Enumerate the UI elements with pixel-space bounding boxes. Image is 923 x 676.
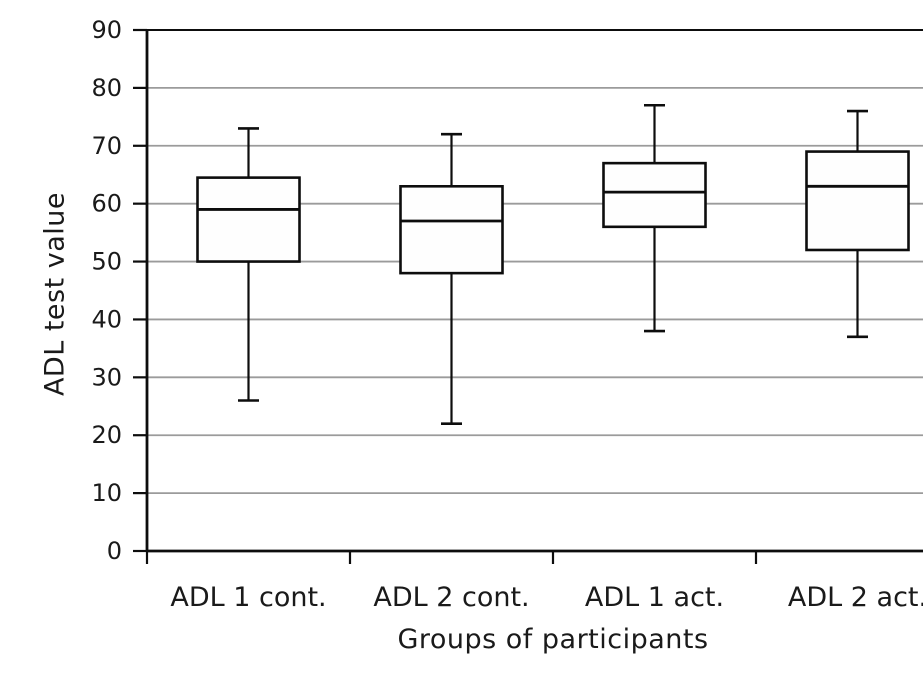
x-category-label-0: ADL 1 cont. <box>170 582 326 613</box>
y-tick-label-30: 30 <box>91 363 122 391</box>
y-tick-label-40: 40 <box>91 305 122 333</box>
y-tick-label-0: 0 <box>107 537 122 565</box>
x-axis-title: Groups of participants <box>397 624 709 655</box>
y-tick-label-20: 20 <box>91 421 122 449</box>
y-axis-title: ADL test value <box>40 191 71 397</box>
box-0 <box>196 176 301 263</box>
boxplot-svg: 0 10 20 30 40 50 60 70 80 90 ADL 1 cont. ADL 2 cont… <box>91 16 923 613</box>
y-tick-label-60: 60 <box>91 190 122 218</box>
y-tick-label-90: 90 <box>91 16 122 44</box>
boxplot-figure: 0 10 20 30 40 50 60 70 80 90 ADL 1 cont. ADL 2 cont… <box>40 16 923 660</box>
y-tick-label-10: 10 <box>91 479 122 507</box>
box-3 <box>805 150 910 252</box>
y-tick-label-80: 80 <box>91 74 122 102</box>
x-category-label-1: ADL 2 cont. <box>373 582 529 613</box>
box-2 <box>602 161 707 229</box>
x-category-label-3: ADL 2 act. <box>788 582 923 613</box>
x-category-label-2: ADL 1 act. <box>585 582 724 613</box>
y-tick-label-70: 70 <box>91 132 122 160</box>
y-tick-label-50: 50 <box>91 248 122 276</box>
box-1 <box>399 185 504 275</box>
